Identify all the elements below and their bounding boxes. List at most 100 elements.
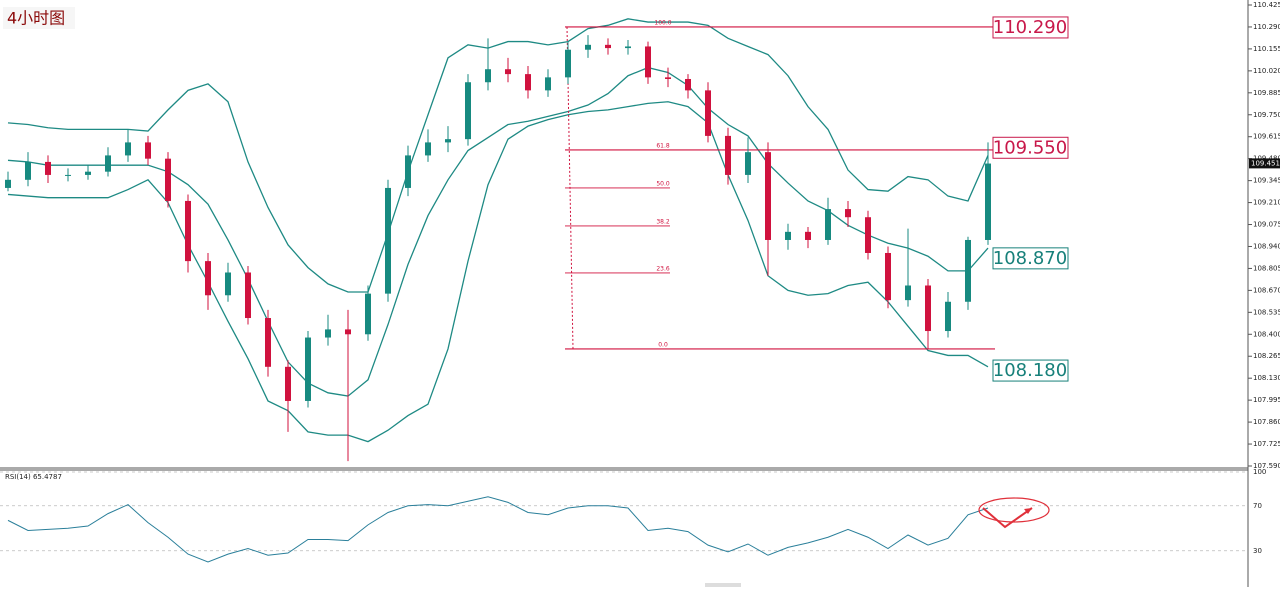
candle-body (245, 272, 251, 319)
fib-label: 50.0 (656, 180, 670, 187)
candle-body (265, 318, 271, 367)
candle-body (825, 209, 831, 240)
price-label: 109.451 (1251, 159, 1280, 167)
candle-body (465, 82, 471, 140)
candle-body (785, 231, 791, 240)
y-tick-label: 107.725 (1253, 440, 1280, 448)
candle-body (745, 152, 751, 175)
rsi-tick-label: 70 (1253, 502, 1262, 510)
candle-body (345, 329, 351, 335)
y-tick-label: 110.155 (1253, 45, 1280, 53)
marks: 110.425 110.290 110.155 110.020 109.885 109.7… (0, 1, 1280, 563)
y-tick-label: 108.265 (1253, 352, 1280, 360)
level-label: 109.550 (993, 137, 1067, 158)
candle-body (385, 187, 391, 294)
candle-body (945, 301, 951, 332)
candle-body (545, 77, 551, 91)
candle-body (645, 46, 651, 78)
y-tick-label: 110.290 (1253, 23, 1280, 31)
candle-body (185, 200, 191, 262)
y-tick-label: 110.020 (1253, 67, 1280, 75)
band-line (7, 66, 989, 397)
candle-body (325, 329, 331, 338)
candle-body (105, 155, 111, 172)
y-tick-label: 107.590 (1253, 462, 1280, 470)
level-label: 110.290 (993, 17, 1067, 38)
candle-body (25, 161, 31, 180)
candle-body (985, 163, 991, 240)
y-tick-label: 110.425 (1253, 1, 1280, 9)
fib-label: 100.0 (654, 19, 671, 26)
candle-body (125, 142, 131, 156)
candle-body (965, 239, 971, 302)
candle-body (665, 77, 671, 79)
candle-body (205, 261, 211, 296)
candle-body (365, 293, 371, 335)
fib-label: 23.6 (656, 265, 670, 272)
level-label: 108.180 (993, 360, 1067, 381)
candle-body (625, 46, 631, 49)
y-tick-label: 107.995 (1253, 396, 1280, 404)
candle-body (565, 49, 571, 78)
rsi-tick-label: 100 (1253, 468, 1266, 476)
title-bg (3, 7, 75, 29)
rsi-line (7, 496, 989, 563)
level-box (992, 16, 1069, 39)
y-tick-label: 107.860 (1253, 418, 1280, 426)
y-tick-label: 109.345 (1253, 177, 1280, 185)
y-tick-label: 109.210 (1253, 199, 1280, 207)
y-tick-label: 108.670 (1253, 286, 1280, 294)
candle-body (305, 337, 311, 401)
level-box (992, 359, 1069, 382)
fib-label: 0.0 (658, 341, 668, 348)
level-box (992, 136, 1069, 159)
level-box (992, 247, 1069, 270)
annotation-arrow (982, 507, 1033, 529)
candle-body (605, 44, 611, 49)
candle-body (85, 171, 91, 175)
candle-body (865, 217, 871, 253)
candle-body (425, 142, 431, 156)
level-label: 108.870 (993, 248, 1067, 269)
candle-body (845, 209, 851, 218)
band-line (7, 18, 989, 293)
candle-body (905, 285, 911, 301)
y-tick-label: 108.535 (1253, 308, 1280, 316)
candle-body (485, 69, 491, 83)
candle-body (805, 231, 811, 240)
candle-body (525, 74, 531, 91)
candle-body (45, 161, 51, 175)
candle-body (445, 139, 451, 143)
y-tick-label: 109.075 (1253, 221, 1280, 229)
candle-body (145, 142, 151, 159)
candle-body (585, 44, 591, 50)
fib-label: 38.2 (656, 218, 670, 225)
candle-body (925, 285, 931, 332)
y-tick-label: 109.885 (1253, 89, 1280, 97)
y-tick-label: 108.805 (1253, 264, 1280, 272)
candle-body (885, 252, 891, 301)
candle-body (685, 78, 691, 91)
scroll-marker (705, 583, 741, 587)
annotation-ellipse (978, 497, 1050, 523)
candle-body (285, 366, 291, 401)
candle-body (725, 135, 731, 175)
price-box (1249, 158, 1280, 169)
rsi-tick-label: 30 (1253, 547, 1262, 555)
candle-body (705, 90, 711, 136)
candle-body (505, 69, 511, 75)
y-tick-label: 109.750 (1253, 111, 1280, 119)
annotation-arrowhead (1024, 508, 1032, 514)
chart-title: 4小时图 (7, 9, 65, 28)
fib-label: 61.8 (656, 142, 670, 149)
candle-body (5, 179, 11, 188)
y-tick-label: 108.130 (1253, 374, 1280, 382)
candle-body (765, 152, 771, 240)
band-line (7, 101, 989, 443)
candle-body (405, 155, 411, 188)
candle-body (65, 174, 71, 176)
y-tick-label: 109.615 (1253, 133, 1280, 141)
rsi-title: RSI(14) 65.4787 (5, 473, 62, 481)
